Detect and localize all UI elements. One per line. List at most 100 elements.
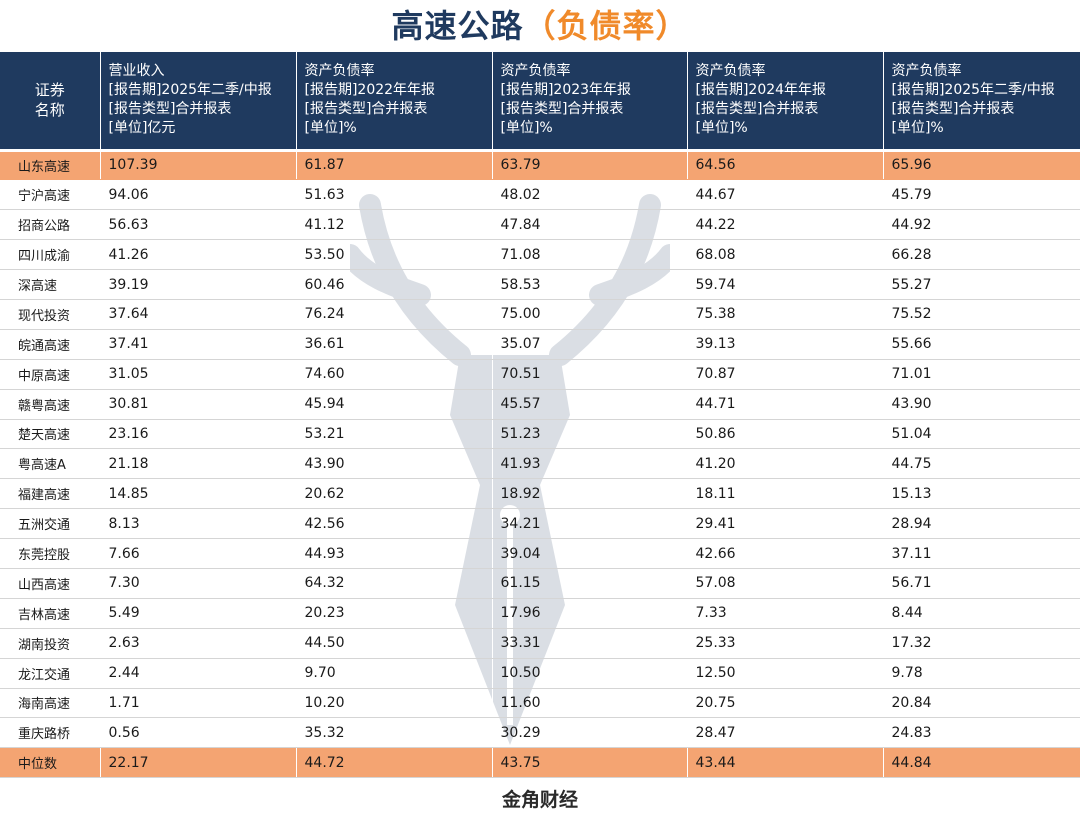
- cell-2025q2: 28.94: [883, 508, 1080, 540]
- table-row: 深高速 39.19 60.46 58.53 59.74 55.27: [0, 269, 1080, 300]
- cell-2025q2: 8.44: [883, 598, 1080, 629]
- cell-revenue: 0.56: [100, 717, 297, 749]
- median-row: 中位数 22.17 44.72 43.75 43.44 44.84: [0, 747, 1080, 779]
- cell-2024: 57.08: [687, 568, 884, 599]
- header-debt-ratio-2023: 资产负债率 [报告期]2023年年报 [报告类型]合并报表 [单位]%: [492, 52, 688, 152]
- cell-name: 中位数: [0, 747, 101, 779]
- table-row: 湖南投资 2.63 44.50 33.31 25.33 17.32: [0, 628, 1080, 659]
- cell-name: 皖通高速: [0, 329, 101, 360]
- cell-2022: 35.32: [296, 717, 493, 749]
- cell-2024: 29.41: [687, 508, 884, 540]
- title-subject: （负债率）: [523, 7, 689, 45]
- cell-2022: 20.23: [296, 598, 493, 629]
- table-row: 皖通高速 37.41 36.61 35.07 39.13 55.66: [0, 329, 1080, 360]
- table-row: 楚天高速 23.16 53.21 51.23 50.86 51.04: [0, 419, 1080, 450]
- cell-2025q2: 56.71: [883, 568, 1080, 599]
- cell-revenue: 8.13: [100, 508, 297, 540]
- cell-2023: 43.75: [492, 747, 688, 779]
- cell-revenue: 37.41: [100, 329, 297, 360]
- cell-2024: 59.74: [687, 269, 884, 300]
- cell-2023: 11.60: [492, 688, 688, 719]
- cell-2025q2: 43.90: [883, 389, 1080, 420]
- title-main: 高速公路: [391, 7, 524, 45]
- cell-2022: 42.56: [296, 508, 493, 540]
- cell-2022: 41.12: [296, 209, 493, 241]
- cell-revenue: 21.18: [100, 448, 297, 480]
- table-row: 宁沪高速 94.06 51.63 48.02 44.67 45.79: [0, 179, 1080, 211]
- cell-revenue: 37.64: [100, 299, 297, 330]
- table-row: 福建高速 14.85 20.62 18.92 18.11 15.13: [0, 478, 1080, 510]
- table-row: 赣粤高速 30.81 45.94 45.57 44.71 43.90: [0, 389, 1080, 420]
- cell-revenue: 5.49: [100, 598, 297, 629]
- cell-2024: 41.20: [687, 448, 884, 480]
- cell-2025q2: 24.83: [883, 717, 1080, 749]
- cell-2024: 42.66: [687, 538, 884, 569]
- brand-footer: 金角财经: [501, 789, 578, 811]
- cell-name: 深高速: [0, 269, 101, 300]
- cell-2022: 51.63: [296, 179, 493, 211]
- cell-revenue: 14.85: [100, 478, 297, 510]
- cell-2022: 60.46: [296, 269, 493, 300]
- cell-2025q2: 44.84: [883, 747, 1080, 779]
- cell-2024: 43.44: [687, 747, 884, 779]
- cell-name: 楚天高速: [0, 419, 101, 450]
- table-row: 海南高速 1.71 10.20 11.60 20.75 20.84: [0, 688, 1080, 719]
- cell-2022: 53.50: [296, 239, 493, 271]
- cell-2023: 61.15: [492, 568, 688, 599]
- header-debt-ratio-2024: 资产负债率 [报告期]2024年年报 [报告类型]合并报表 [单位]%: [687, 52, 884, 152]
- cell-2024: 64.56: [687, 150, 884, 181]
- cell-2023: 48.02: [492, 179, 688, 211]
- cell-2022: 53.21: [296, 419, 493, 450]
- cell-2024: 18.11: [687, 478, 884, 510]
- cell-2024: 44.67: [687, 179, 884, 211]
- cell-2023: 51.23: [492, 419, 688, 450]
- table-row: 四川成渝 41.26 53.50 71.08 68.08 66.28: [0, 239, 1080, 271]
- cell-2023: 70.51: [492, 359, 688, 390]
- header-debt-ratio-2025q2: 资产负债率 [报告期]2025年二季/中报 [报告类型]合并报表 [单位]%: [883, 52, 1080, 152]
- cell-name: 海南高速: [0, 688, 101, 719]
- cell-2025q2: 44.92: [883, 209, 1080, 241]
- cell-name: 东莞控股: [0, 538, 101, 569]
- cell-2023: 41.93: [492, 448, 688, 480]
- table-row: 五洲交通 8.13 42.56 34.21 29.41 28.94: [0, 508, 1080, 540]
- header-debt-ratio-2022: 资产负债率 [报告期]2022年年报 [报告类型]合并报表 [单位]%: [296, 52, 493, 152]
- table-row: 现代投资 37.64 76.24 75.00 75.38 75.52: [0, 299, 1080, 330]
- cell-name: 五洲交通: [0, 508, 101, 540]
- cell-2025q2: 15.13: [883, 478, 1080, 510]
- table-body: 山东高速 107.39 61.87 63.79 64.56 65.96 宁沪高速 94.06 5…: [0, 150, 1080, 779]
- cell-2024: 12.50: [687, 658, 884, 689]
- cell-revenue: 56.63: [100, 209, 297, 241]
- cell-2024: 70.87: [687, 359, 884, 390]
- table-row: 粤高速A 21.18 43.90 41.93 41.20 44.75: [0, 448, 1080, 480]
- cell-2025q2: 45.79: [883, 179, 1080, 211]
- header-security-name: 证券 名称: [0, 52, 101, 152]
- cell-2023: 63.79: [492, 150, 688, 181]
- cell-2025q2: 17.32: [883, 628, 1080, 659]
- cell-2022: 36.61: [296, 329, 493, 360]
- cell-2025q2: 55.66: [883, 329, 1080, 360]
- cell-name: 招商公路: [0, 209, 101, 241]
- cell-name: 福建高速: [0, 478, 101, 510]
- cell-name: 赣粤高速: [0, 389, 101, 420]
- cell-revenue: 2.63: [100, 628, 297, 659]
- cell-2022: 20.62: [296, 478, 493, 510]
- cell-revenue: 107.39: [100, 150, 297, 181]
- cell-2022: 74.60: [296, 359, 493, 390]
- cell-2023: 47.84: [492, 209, 688, 241]
- cell-2022: 9.70: [296, 658, 493, 689]
- cell-revenue: 7.66: [100, 538, 297, 569]
- table-row: 山西高速 7.30 64.32 61.15 57.08 56.71: [0, 568, 1080, 599]
- cell-2022: 10.20: [296, 688, 493, 719]
- cell-revenue: 1.71: [100, 688, 297, 719]
- cell-name: 山西高速: [0, 568, 101, 599]
- cell-2024: 68.08: [687, 239, 884, 271]
- cell-revenue: 31.05: [100, 359, 297, 390]
- cell-name: 重庆路桥: [0, 717, 101, 749]
- cell-2022: 76.24: [296, 299, 493, 330]
- cell-name: 吉林高速: [0, 598, 101, 629]
- cell-2025q2: 37.11: [883, 538, 1080, 569]
- cell-2022: 44.93: [296, 538, 493, 569]
- cell-2023: 10.50: [492, 658, 688, 689]
- cell-2024: 44.22: [687, 209, 884, 241]
- table-header-row: 证券 名称 营业收入 [报告期]2025年二季/中报 [报告类型]合并报表 [单位]亿元…: [0, 52, 1080, 152]
